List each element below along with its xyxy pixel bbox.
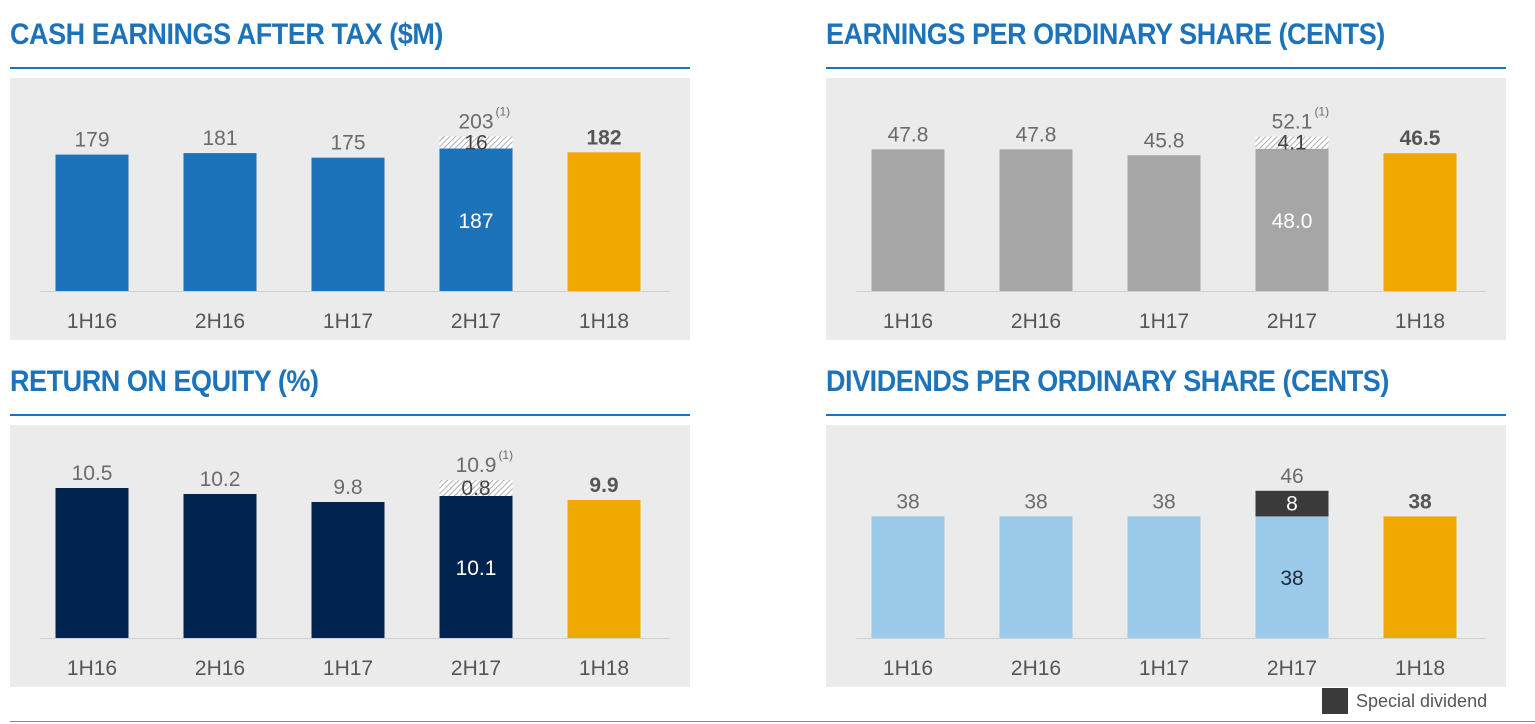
title-rule <box>826 414 1506 416</box>
bar-2h17 <box>439 496 513 638</box>
total-label-2h17: 52.1 <box>1272 111 1313 134</box>
total-label-2h16: 10.2 <box>200 468 241 491</box>
bar-2h17 <box>439 148 513 291</box>
category-label-2h16: 2H16 <box>195 657 245 680</box>
title-rule <box>826 67 1506 69</box>
bar-2h17 <box>1255 516 1329 638</box>
category-label-1h17: 1H17 <box>323 657 373 680</box>
legend-label: Special dividend <box>1356 690 1488 711</box>
category-label-1h17: 1H17 <box>1139 657 1189 680</box>
segment-value-label: 8 <box>1286 493 1298 516</box>
panel-title: DIVIDENDS PER ORDINARY SHARE (CENTS) <box>826 365 1389 398</box>
cash-earnings-chart: 179 1H16 181 2H16 175 1H17 203 (1) 2H17 182 1H18 18… <box>40 104 670 333</box>
footnote-marker: (1) <box>496 104 511 118</box>
total-label-2h16: 38 <box>1024 490 1047 513</box>
footnote-marker: (1) <box>1314 105 1329 119</box>
bar-1h18 <box>567 152 641 291</box>
bar-2h16 <box>999 516 1073 638</box>
total-label-1h17: 45.8 <box>1144 129 1185 152</box>
total-label-2h16: 181 <box>202 127 237 150</box>
category-label-1h16: 1H16 <box>67 310 117 333</box>
chart-area: 47.8 1H16 47.8 2H16 45.8 1H17 52.1 (1) 2H17 46.5 1… <box>826 78 1506 340</box>
category-label-1h16: 1H16 <box>67 657 117 680</box>
total-label-2h17: 10.9 <box>456 454 497 477</box>
total-label-1h18: 38 <box>1408 490 1432 513</box>
category-label-2h16: 2H16 <box>1011 657 1061 680</box>
total-label-2h16: 47.8 <box>1016 123 1057 146</box>
legend-swatch <box>1322 688 1348 714</box>
bar-1h17 <box>1127 516 1201 638</box>
bar-1h16 <box>871 149 945 291</box>
total-label-2h17: 46 <box>1280 465 1303 488</box>
category-label-1h17: 1H17 <box>323 310 373 333</box>
segment-value-label: 4.1 <box>1277 132 1306 155</box>
legend: Special dividend <box>1322 688 1487 714</box>
total-label-1h17: 9.8 <box>333 476 362 499</box>
total-label-1h17: 38 <box>1152 490 1175 513</box>
bar-2h17 <box>1255 148 1329 291</box>
bar-1h16 <box>871 516 945 638</box>
segment-value-label: 187 <box>458 210 493 233</box>
category-label-1h18: 1H18 <box>579 657 629 680</box>
bar-1h17 <box>311 157 385 291</box>
category-label-2h17: 2H17 <box>451 310 501 333</box>
segment-value-label: 48.0 <box>1272 210 1313 233</box>
bar-1h16 <box>55 154 129 291</box>
segment-value-label: 0.8 <box>461 477 490 500</box>
category-label-1h16: 1H16 <box>883 657 933 680</box>
bar-2h16 <box>183 494 257 638</box>
footer-divider <box>10 721 1535 722</box>
bar-1h18 <box>1383 516 1457 638</box>
total-label-2h17: 203 <box>458 110 493 133</box>
bar-2h16 <box>999 149 1073 291</box>
bar-1h17 <box>1127 155 1201 291</box>
category-label-1h16: 1H16 <box>883 310 933 333</box>
total-label-1h16: 38 <box>896 490 919 513</box>
bar-2h16 <box>183 153 257 291</box>
segment-value-label: 10.1 <box>456 557 497 580</box>
dps-chart: 38 1H16 38 2H16 38 1H17 46 2H17 38 1H18 38 8 <box>856 465 1486 680</box>
category-label-1h18: 1H18 <box>1395 310 1445 333</box>
bar-1h16 <box>55 488 129 638</box>
bar-segment-2h17-upper <box>1255 490 1329 517</box>
total-label-1h18: 46.5 <box>1400 127 1441 150</box>
bar-1h17 <box>311 502 385 638</box>
total-label-1h16: 10.5 <box>72 462 113 485</box>
category-label-1h17: 1H17 <box>1139 310 1189 333</box>
bar-segment-2h17-upper <box>1255 136 1329 149</box>
category-label-2h16: 2H16 <box>195 310 245 333</box>
category-label-1h18: 1H18 <box>1395 657 1445 680</box>
panel-title: EARNINGS PER ORDINARY SHARE (CENTS) <box>826 18 1385 51</box>
segment-value-label: 16 <box>464 131 487 154</box>
bar-1h18 <box>567 500 641 638</box>
category-label-2h17: 2H17 <box>451 657 501 680</box>
title-rule <box>10 67 690 69</box>
bar-1h18 <box>1383 153 1457 291</box>
total-label-1h16: 47.8 <box>888 123 929 146</box>
bar-segment-2h17-upper <box>439 480 513 496</box>
chart-area: 38 1H16 38 2H16 38 1H17 46 2H17 38 1H18 38 8 <box>826 425 1506 687</box>
total-label-1h18: 182 <box>586 126 621 149</box>
panel-title: RETURN ON EQUITY (%) <box>10 365 319 398</box>
bar-segment-2h17-upper <box>439 136 513 149</box>
category-label-2h17: 2H17 <box>1267 310 1317 333</box>
eps-chart: 47.8 1H16 47.8 2H16 45.8 1H17 52.1 (1) 2H17 46.5 1… <box>856 105 1486 333</box>
total-label-1h17: 175 <box>330 132 365 155</box>
total-label-1h18: 9.9 <box>589 474 618 497</box>
roe-chart: 10.5 1H16 10.2 2H16 9.8 1H17 10.9 (1) 2H17 9.9 1H1… <box>40 448 670 680</box>
footnote-marker: (1) <box>498 448 513 462</box>
segment-value-label: 38 <box>1280 567 1303 590</box>
chart-area: 179 1H16 181 2H16 175 1H17 203 (1) 2H17 182 1H18 18… <box>10 78 690 340</box>
category-label-2h17: 2H17 <box>1267 657 1317 680</box>
title-rule <box>10 414 690 416</box>
category-label-2h16: 2H16 <box>1011 310 1061 333</box>
chart-area: 10.5 1H16 10.2 2H16 9.8 1H17 10.9 (1) 2H17 9.9 1H1… <box>10 425 690 687</box>
category-label-1h18: 1H18 <box>579 310 629 333</box>
total-label-1h16: 179 <box>74 129 109 152</box>
panel-title: CASH EARNINGS AFTER TAX ($M) <box>10 18 443 51</box>
